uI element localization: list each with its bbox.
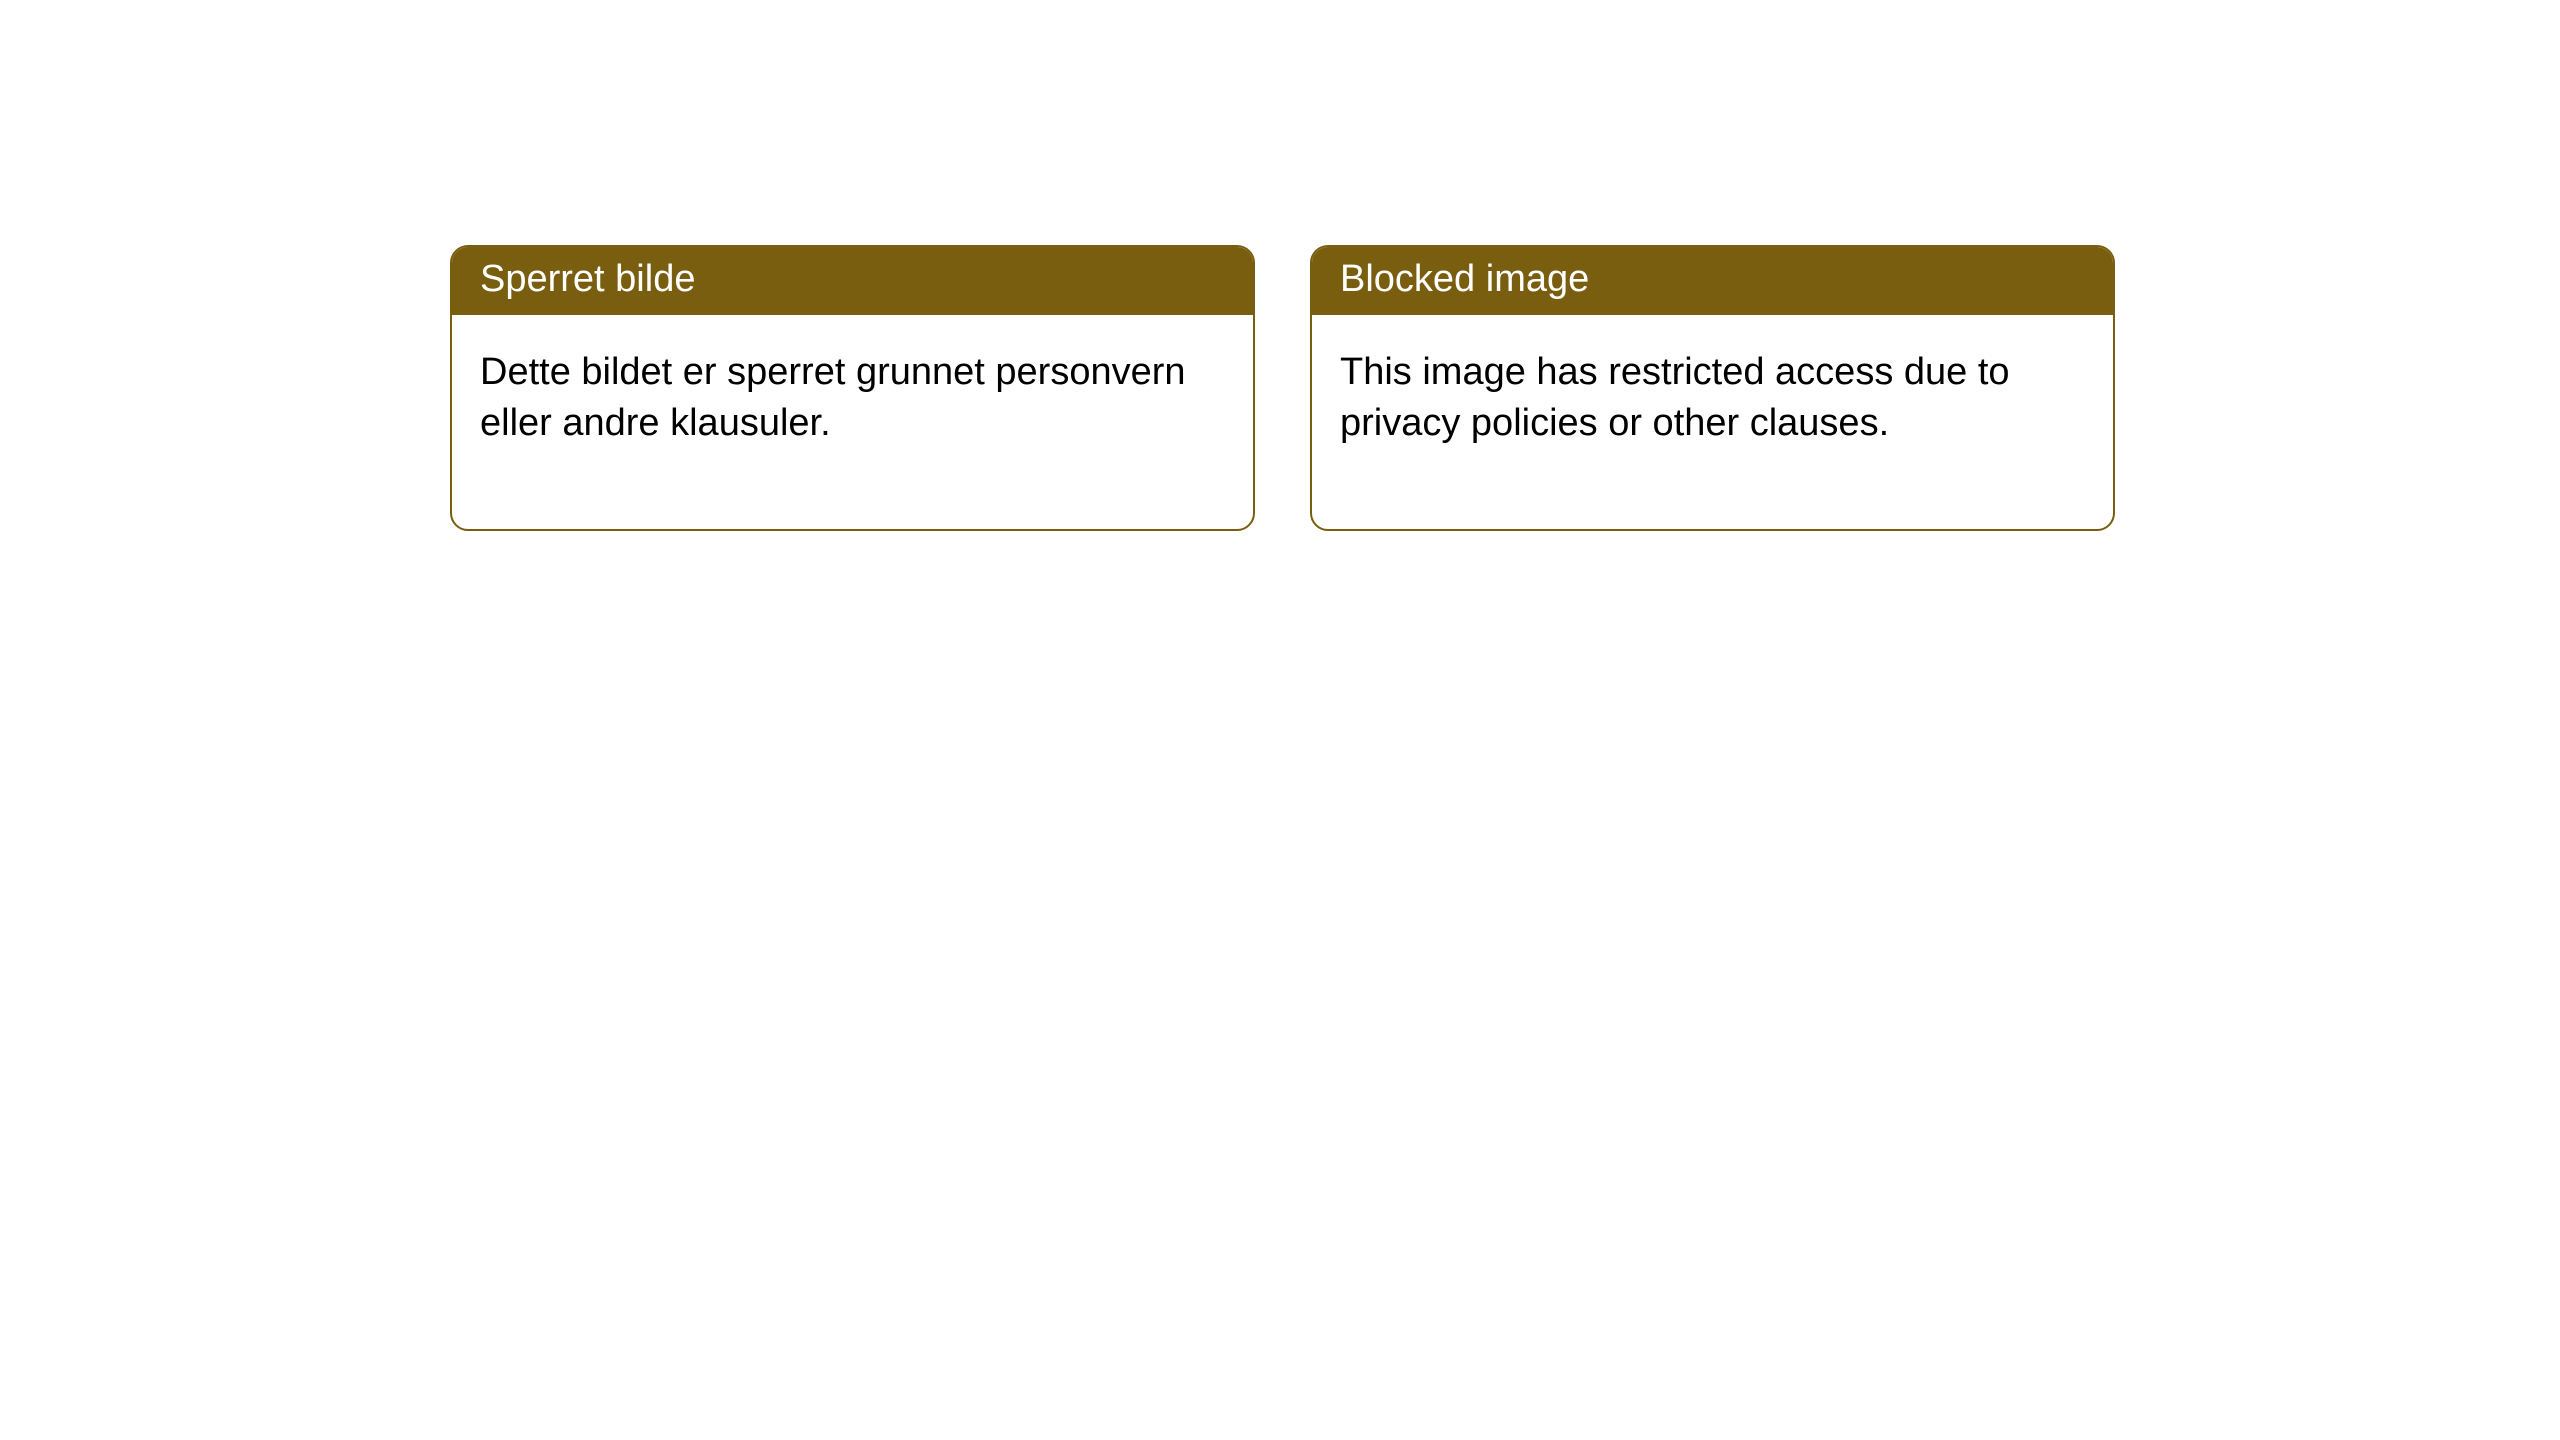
notice-card-norwegian: Sperret bilde Dette bildet er sperret gr… [450,245,1255,531]
notice-title-english: Blocked image [1312,247,2113,315]
notice-container: Sperret bilde Dette bildet er sperret gr… [0,0,2560,531]
notice-card-english: Blocked image This image has restricted … [1310,245,2115,531]
notice-title-norwegian: Sperret bilde [452,247,1253,315]
notice-body-english: This image has restricted access due to … [1312,315,2113,530]
notice-body-norwegian: Dette bildet er sperret grunnet personve… [452,315,1253,530]
